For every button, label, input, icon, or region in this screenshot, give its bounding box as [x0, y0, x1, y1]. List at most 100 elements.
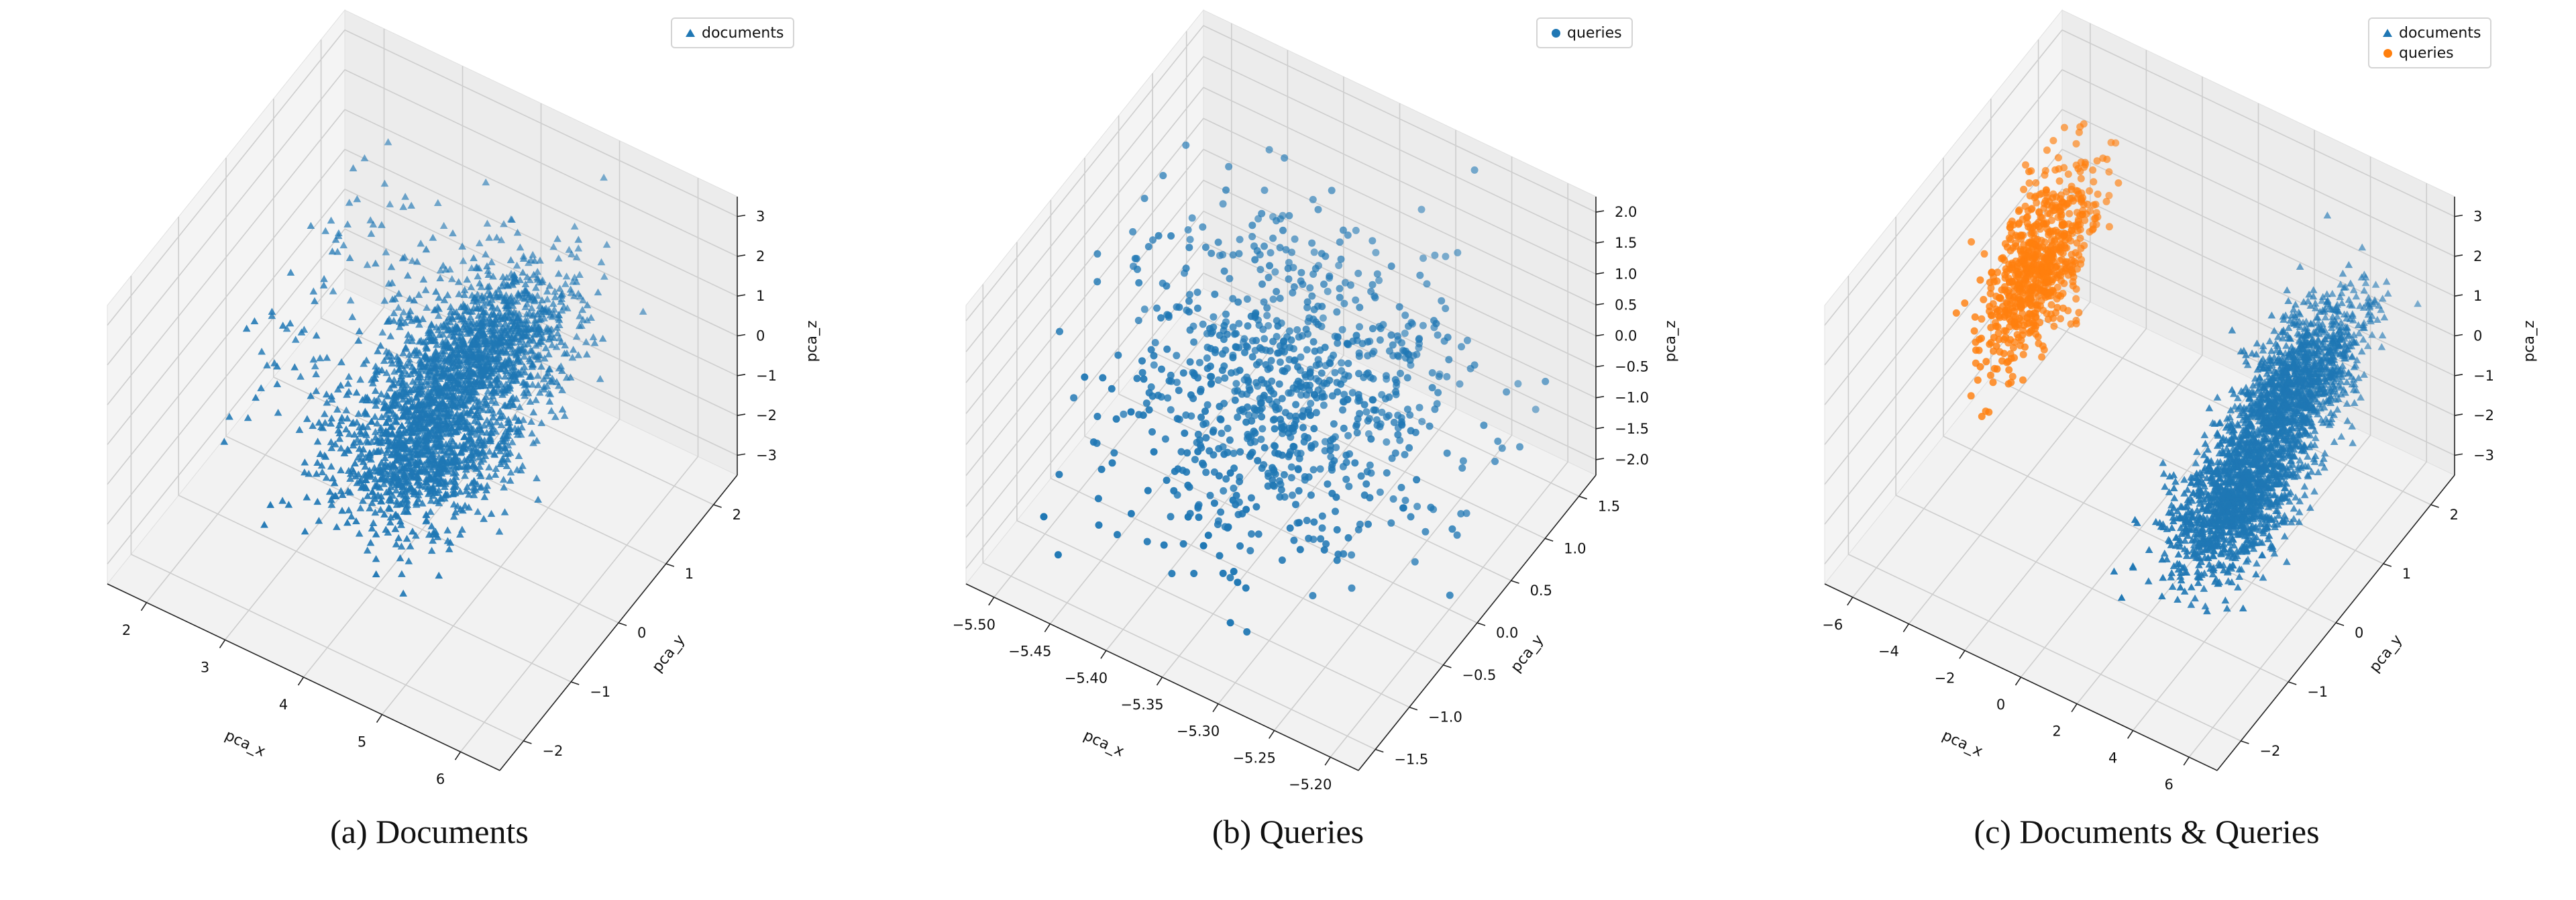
point	[1224, 524, 1232, 532]
point	[366, 451, 374, 458]
point	[2205, 560, 2214, 568]
point	[1203, 364, 1212, 372]
y-tick-label: −1.5	[1394, 752, 1428, 768]
point	[551, 413, 559, 420]
point	[446, 405, 455, 413]
point	[539, 375, 548, 383]
point	[413, 376, 421, 383]
point	[515, 338, 524, 346]
point	[380, 510, 388, 518]
point	[2321, 313, 2330, 321]
point	[400, 366, 409, 374]
point	[415, 291, 423, 298]
point	[531, 316, 539, 324]
point	[559, 303, 568, 310]
point	[1348, 389, 1356, 397]
point	[455, 290, 463, 297]
point	[1197, 387, 1204, 395]
z-tick	[2454, 334, 2463, 337]
point	[500, 360, 508, 367]
z-tick-label: −0.5	[1615, 359, 1649, 375]
point	[384, 279, 393, 287]
point	[1308, 292, 1316, 300]
gridline	[320, 40, 714, 505]
point	[1401, 497, 1409, 505]
point	[436, 274, 444, 282]
legend-queries: queries	[1536, 17, 1633, 48]
point	[512, 395, 521, 402]
point	[2281, 483, 2290, 491]
point	[1338, 326, 1346, 334]
point	[286, 268, 295, 276]
point	[1470, 166, 1479, 174]
point	[523, 329, 532, 336]
point	[1195, 501, 1203, 509]
point	[484, 266, 492, 274]
point	[500, 483, 508, 491]
point	[356, 423, 364, 431]
point	[1389, 352, 1397, 360]
point	[1202, 419, 1210, 428]
point	[555, 382, 563, 389]
point	[349, 164, 358, 172]
point	[541, 344, 550, 352]
point	[446, 303, 455, 310]
point	[484, 270, 493, 278]
point	[460, 456, 469, 464]
point	[1281, 348, 1289, 356]
point	[301, 528, 309, 535]
point	[423, 361, 431, 368]
point	[1516, 443, 1523, 451]
panel-queries: −5.50 −5.45 −5.40 −5.35 −5.30 −5.25 −5.20 −1.5−…	[859, 0, 1717, 900]
point	[1159, 172, 1167, 180]
point	[1234, 387, 1242, 395]
point	[1195, 513, 1203, 521]
point	[388, 479, 396, 486]
point	[402, 534, 411, 542]
point	[401, 319, 409, 326]
point	[456, 381, 464, 388]
point	[303, 493, 311, 501]
point	[2348, 422, 2356, 430]
point	[1260, 444, 1269, 452]
point	[533, 268, 542, 275]
point	[309, 287, 318, 295]
point	[1097, 465, 1106, 473]
point	[483, 219, 492, 227]
point	[600, 173, 608, 181]
point	[423, 415, 432, 423]
point	[1254, 456, 1262, 464]
point	[1372, 248, 1380, 256]
point	[356, 438, 364, 446]
point	[1395, 303, 1403, 311]
point	[1405, 444, 1413, 452]
gridline	[1847, 276, 2241, 742]
z-tick-label: −2.0	[1615, 452, 1649, 468]
point	[1401, 450, 1409, 458]
point	[568, 354, 577, 361]
point	[476, 483, 485, 491]
point	[457, 395, 466, 403]
point	[1394, 431, 1402, 439]
point	[443, 526, 452, 534]
point	[364, 423, 372, 430]
point	[448, 346, 457, 354]
point	[380, 179, 389, 187]
point	[405, 355, 413, 363]
point	[1406, 411, 1414, 419]
point	[2169, 562, 2178, 569]
point	[2292, 301, 2300, 308]
point	[401, 407, 409, 415]
point	[1287, 474, 1295, 482]
point	[356, 504, 365, 511]
point	[359, 445, 368, 453]
point	[1244, 343, 1251, 351]
point	[520, 340, 529, 348]
point	[386, 423, 395, 430]
point	[452, 458, 460, 465]
y-tick	[570, 681, 580, 685]
point	[1443, 372, 1451, 381]
x-tick-label: −5.45	[1008, 644, 1051, 660]
point	[290, 363, 299, 370]
point	[400, 445, 409, 452]
